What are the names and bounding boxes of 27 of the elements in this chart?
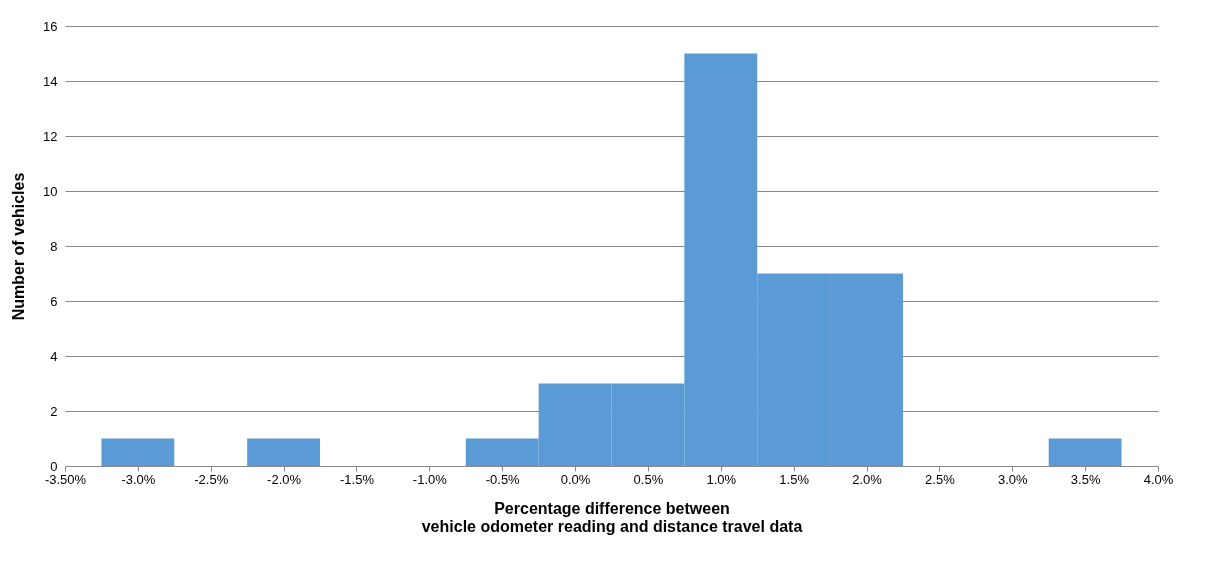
x-tick-label: 2.5% [925, 471, 956, 487]
x-tick-label: 1.5% [779, 471, 810, 487]
x-tick-label: -2.0% [267, 471, 302, 487]
y-tick-label: 6 [50, 293, 58, 309]
x-tick-label: -0.5% [485, 471, 521, 487]
x-tick-label: -1.5% [339, 471, 375, 487]
x-tick-label: -3.50% [44, 471, 87, 487]
x-axis-title: Percentage difference between vehicle odometer reading and distance travel data [421, 499, 803, 535]
y-tick-label: 8 [50, 238, 58, 254]
y-tick-label: 2 [50, 403, 58, 419]
y-tick-label: 4 [50, 348, 58, 364]
x-tick-label: -1.0% [412, 471, 448, 487]
y-tick-label: 14 [43, 73, 58, 89]
y-tick-label: 0 [50, 458, 58, 474]
x-tick-label: 3.0% [997, 471, 1029, 487]
x-tick-label: 2.0% [852, 471, 883, 487]
x-tick-label: 0.0% [560, 471, 591, 487]
x-tick-label: -3.0% [121, 471, 156, 487]
x-tick-label: -2.5% [194, 471, 229, 487]
x-tick-label: 1.0% [706, 471, 737, 487]
y-tick-label: 16 [43, 18, 58, 34]
x-tick-label: 4.0% [1143, 471, 1174, 487]
x-tick-label: 3.5% [1070, 471, 1101, 487]
x-tick-label: 0.5% [633, 471, 664, 487]
y-tick-label: 10 [43, 183, 58, 199]
y-axis-title: Number of vehicles [10, 172, 28, 321]
y-tick-label: 12 [43, 128, 58, 144]
